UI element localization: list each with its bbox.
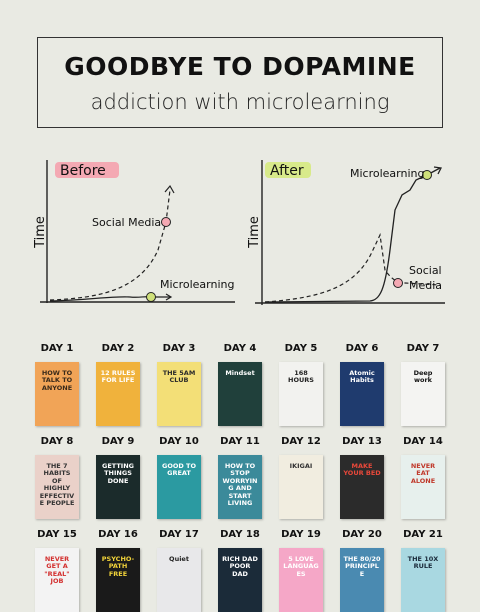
- arrow: [433, 166, 442, 175]
- graph-label: Before: [60, 163, 106, 179]
- axes: [255, 160, 445, 305]
- day-label: DAY 16: [98, 529, 138, 540]
- book-cover: NEVER EAT ALONE: [401, 455, 445, 519]
- marker: [161, 217, 171, 227]
- arrow: [165, 293, 173, 301]
- book-cover: GETTING THINGS DONE: [96, 455, 140, 519]
- book-cover: PSYCHO-PATH FREE: [96, 548, 140, 612]
- marker: [422, 170, 432, 180]
- day-label: DAY 3: [162, 343, 196, 354]
- book-cover: Atomic Habits: [340, 362, 384, 426]
- book-cover: Deep work: [401, 362, 445, 426]
- book-cover: THE 80/20 PRINCIPLE: [340, 548, 384, 612]
- curve: [264, 167, 441, 303]
- day-label: DAY 5: [284, 343, 318, 354]
- day-label: DAY 12: [281, 436, 321, 447]
- book-cover: GOOD TO GREAT: [157, 455, 201, 519]
- day-label: DAY 21: [403, 529, 443, 540]
- book-cover: 168 HOURS: [279, 362, 323, 426]
- day-label: DAY 15: [37, 529, 77, 540]
- day-label: DAY 14: [403, 436, 443, 447]
- label-highlight: [265, 162, 311, 178]
- book-cover: THE 10X RULE: [401, 548, 445, 612]
- marker: [146, 292, 156, 302]
- curve-label: Microlearning: [160, 278, 234, 291]
- book-cover: 12 RULES FOR LIFE: [96, 362, 140, 426]
- curve: [49, 189, 171, 301]
- curve-label: Media: [409, 279, 442, 292]
- day-label: DAY 17: [159, 529, 199, 540]
- graph-label: After: [270, 163, 304, 179]
- day-label: DAY 6: [345, 343, 379, 354]
- book-cover: MAKE YOUR BED: [340, 455, 384, 519]
- book-cover: 5 LOVE LANGUAGES: [279, 548, 323, 612]
- day-label: DAY 2: [101, 343, 135, 354]
- title-box: GOODBYE TO DOPAMINE addiction with micro…: [37, 37, 443, 128]
- marker: [393, 278, 403, 288]
- day-label: DAY 4: [223, 343, 257, 354]
- book-cover: THE 7 HABITS OF HIGHLY EFFECTIVE PEOPLE: [35, 455, 79, 519]
- label-highlight: [55, 162, 119, 178]
- day-label: DAY 20: [342, 529, 382, 540]
- day-label: DAY 19: [281, 529, 321, 540]
- book-cover: Quiet: [157, 548, 201, 612]
- book-cover: HOW TO STOP WORRYING AND START LIVING: [218, 455, 262, 519]
- day-label: DAY 1: [40, 343, 74, 354]
- day-label: DAY 13: [342, 436, 382, 447]
- day-label: DAY 10: [159, 436, 199, 447]
- title: GOODBYE TO DOPAMINE: [64, 52, 416, 81]
- book-cover: IKIGAI: [279, 455, 323, 519]
- day-label: DAY 11: [220, 436, 260, 447]
- curve-label: Microlearning: [350, 167, 424, 180]
- day-label: DAY 9: [101, 436, 135, 447]
- day-label: DAY 7: [406, 343, 440, 354]
- graphs: Before Time Social Media Microlearning A…: [33, 160, 445, 305]
- book-cover: RICH DAD POOR DAD: [218, 548, 262, 612]
- day-label: DAY 8: [40, 436, 74, 447]
- book-cover: HOW TO TALK TO ANYONE: [35, 362, 79, 426]
- arrow: [164, 184, 175, 194]
- book-cover: Mindset: [218, 362, 262, 426]
- axes: [40, 160, 235, 303]
- axis-label: Time: [247, 216, 262, 249]
- subtitle: addiction with microlearning: [90, 90, 390, 114]
- curve-label: Social: [409, 264, 442, 277]
- curve-label: Social Media: [92, 216, 161, 229]
- axis-label: Time: [33, 216, 48, 249]
- day-label: DAY 18: [220, 529, 260, 540]
- book-cover: NEVER GET A "REAL" JOB: [35, 548, 79, 612]
- book-cover: THE 5AM CLUB: [157, 362, 201, 426]
